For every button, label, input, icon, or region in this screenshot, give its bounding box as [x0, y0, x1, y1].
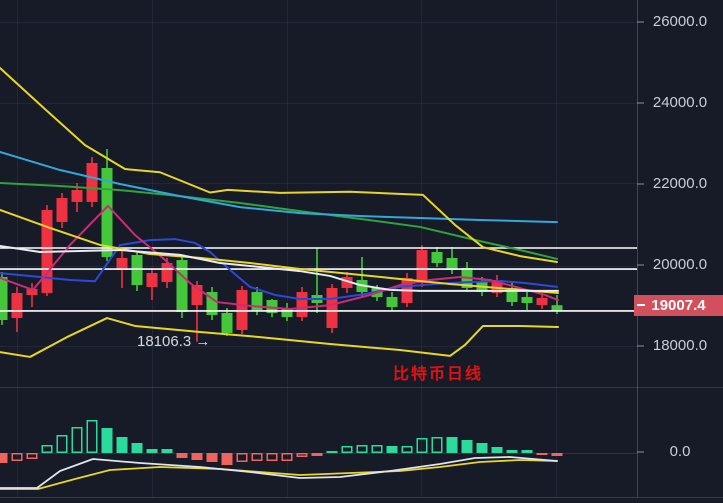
- price-tick-label: 0.0: [669, 443, 691, 460]
- price-tick-label: 18000.0: [652, 337, 708, 354]
- price-tick-label: 26000.0: [652, 13, 708, 30]
- price-tick-label: 24000.0: [652, 94, 708, 111]
- last-price-badge: 19007.4: [634, 295, 723, 317]
- last-price-value: 19007.4: [651, 297, 706, 315]
- low-price-annotation: 18106.3 →: [137, 333, 211, 350]
- last-price-tick: [637, 304, 645, 307]
- price-tick-label: 22000.0: [652, 175, 708, 192]
- price-tick-label: 20000.0: [652, 256, 708, 273]
- chart-watermark: 比特币日线: [393, 366, 484, 383]
